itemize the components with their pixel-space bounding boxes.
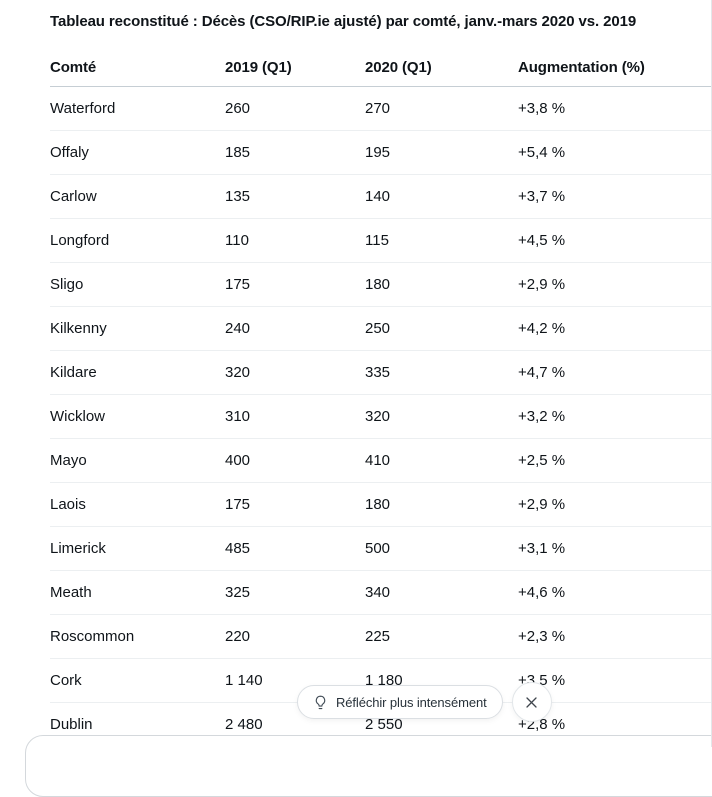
increase-cell: +2,9 %	[518, 483, 712, 527]
think-harder-button[interactable]: Réfléchir plus intensément	[297, 685, 503, 719]
close-button[interactable]	[512, 682, 552, 722]
table-row: Wicklow 310 320 +3,2 %	[50, 395, 712, 439]
y2020-cell: 180	[365, 263, 518, 307]
lightbulb-icon	[313, 695, 328, 710]
y2019-cell: 185	[225, 131, 365, 175]
table-row: Kildare 320 335 +4,7 %	[50, 351, 712, 395]
y2020-cell: 410	[365, 439, 518, 483]
y2020-cell: 115	[365, 219, 518, 263]
y2019-cell: 175	[225, 483, 365, 527]
y2019-cell: 260	[225, 87, 365, 131]
table-row: Kilkenny 240 250 +4,2 %	[50, 307, 712, 351]
y2020-cell: 140	[365, 175, 518, 219]
col-header-2019: 2019 (Q1)	[225, 48, 365, 87]
table-row: Longford 110 115 +4,5 %	[50, 219, 712, 263]
county-cell: Offaly	[50, 131, 225, 175]
table-row: Laois 175 180 +2,9 %	[50, 483, 712, 527]
county-cell: Laois	[50, 483, 225, 527]
table-row: Waterford 260 270 +3,8 %	[50, 87, 712, 131]
increase-cell: +5,4 %	[518, 131, 712, 175]
table-row: Carlow 135 140 +3,7 %	[50, 175, 712, 219]
increase-cell: +4,7 %	[518, 351, 712, 395]
county-cell: Carlow	[50, 175, 225, 219]
y2020-cell: 320	[365, 395, 518, 439]
increase-cell: +2,9 %	[518, 263, 712, 307]
y2020-cell: 335	[365, 351, 518, 395]
increase-cell: +3,7 %	[518, 175, 712, 219]
county-cell: Sligo	[50, 263, 225, 307]
table-row: Meath 325 340 +4,6 %	[50, 571, 712, 615]
deaths-by-county-table: Comté 2019 (Q1) 2020 (Q1) Augmentation (…	[50, 48, 712, 747]
county-cell: Cork	[50, 659, 225, 703]
table-row: Mayo 400 410 +2,5 %	[50, 439, 712, 483]
increase-cell: +2,5 %	[518, 439, 712, 483]
county-cell: Kilkenny	[50, 307, 225, 351]
county-cell: Longford	[50, 219, 225, 263]
y2019-cell: 325	[225, 571, 365, 615]
increase-cell: +2,3 %	[518, 615, 712, 659]
y2019-cell: 320	[225, 351, 365, 395]
y2020-cell: 500	[365, 527, 518, 571]
y2019-cell: 400	[225, 439, 365, 483]
col-header-increase: Augmentation (%)	[518, 48, 712, 87]
y2020-cell: 340	[365, 571, 518, 615]
increase-cell: +4,5 %	[518, 219, 712, 263]
y2019-cell: 240	[225, 307, 365, 351]
y2019-cell: 485	[225, 527, 365, 571]
increase-cell: +3,2 %	[518, 395, 712, 439]
close-icon	[524, 695, 539, 710]
table-row: Sligo 175 180 +2,9 %	[50, 263, 712, 307]
y2020-cell: 180	[365, 483, 518, 527]
y2019-cell: 135	[225, 175, 365, 219]
y2020-cell: 225	[365, 615, 518, 659]
page-title: Tableau reconstitué : Décès (CSO/RIP.ie …	[50, 13, 636, 30]
increase-cell: +3,1 %	[518, 527, 712, 571]
county-cell: Meath	[50, 571, 225, 615]
y2019-cell: 220	[225, 615, 365, 659]
county-cell: Limerick	[50, 527, 225, 571]
y2020-cell: 195	[365, 131, 518, 175]
table-row: Offaly 185 195 +5,4 %	[50, 131, 712, 175]
county-cell: Waterford	[50, 87, 225, 131]
y2019-cell: 310	[225, 395, 365, 439]
y2020-cell: 270	[365, 87, 518, 131]
increase-cell: +4,2 %	[518, 307, 712, 351]
county-cell: Mayo	[50, 439, 225, 483]
y2019-cell: 175	[225, 263, 365, 307]
increase-cell: +4,6 %	[518, 571, 712, 615]
table-header-row: Comté 2019 (Q1) 2020 (Q1) Augmentation (…	[50, 48, 712, 87]
table-row: Roscommon 220 225 +2,3 %	[50, 615, 712, 659]
table-row: Limerick 485 500 +3,1 %	[50, 527, 712, 571]
think-harder-overlay: Réfléchir plus intensément	[297, 682, 552, 722]
county-cell: Kildare	[50, 351, 225, 395]
page: { "page": { "title": "Tableau reconstitu…	[0, 0, 712, 747]
col-header-county: Comté	[50, 48, 225, 87]
y2020-cell: 250	[365, 307, 518, 351]
increase-cell: +3,8 %	[518, 87, 712, 131]
county-cell: Wicklow	[50, 395, 225, 439]
think-harder-label: Réfléchir plus intensément	[336, 695, 487, 710]
chat-input-box[interactable]	[25, 735, 712, 797]
county-cell: Roscommon	[50, 615, 225, 659]
y2019-cell: 110	[225, 219, 365, 263]
col-header-2020: 2020 (Q1)	[365, 48, 518, 87]
